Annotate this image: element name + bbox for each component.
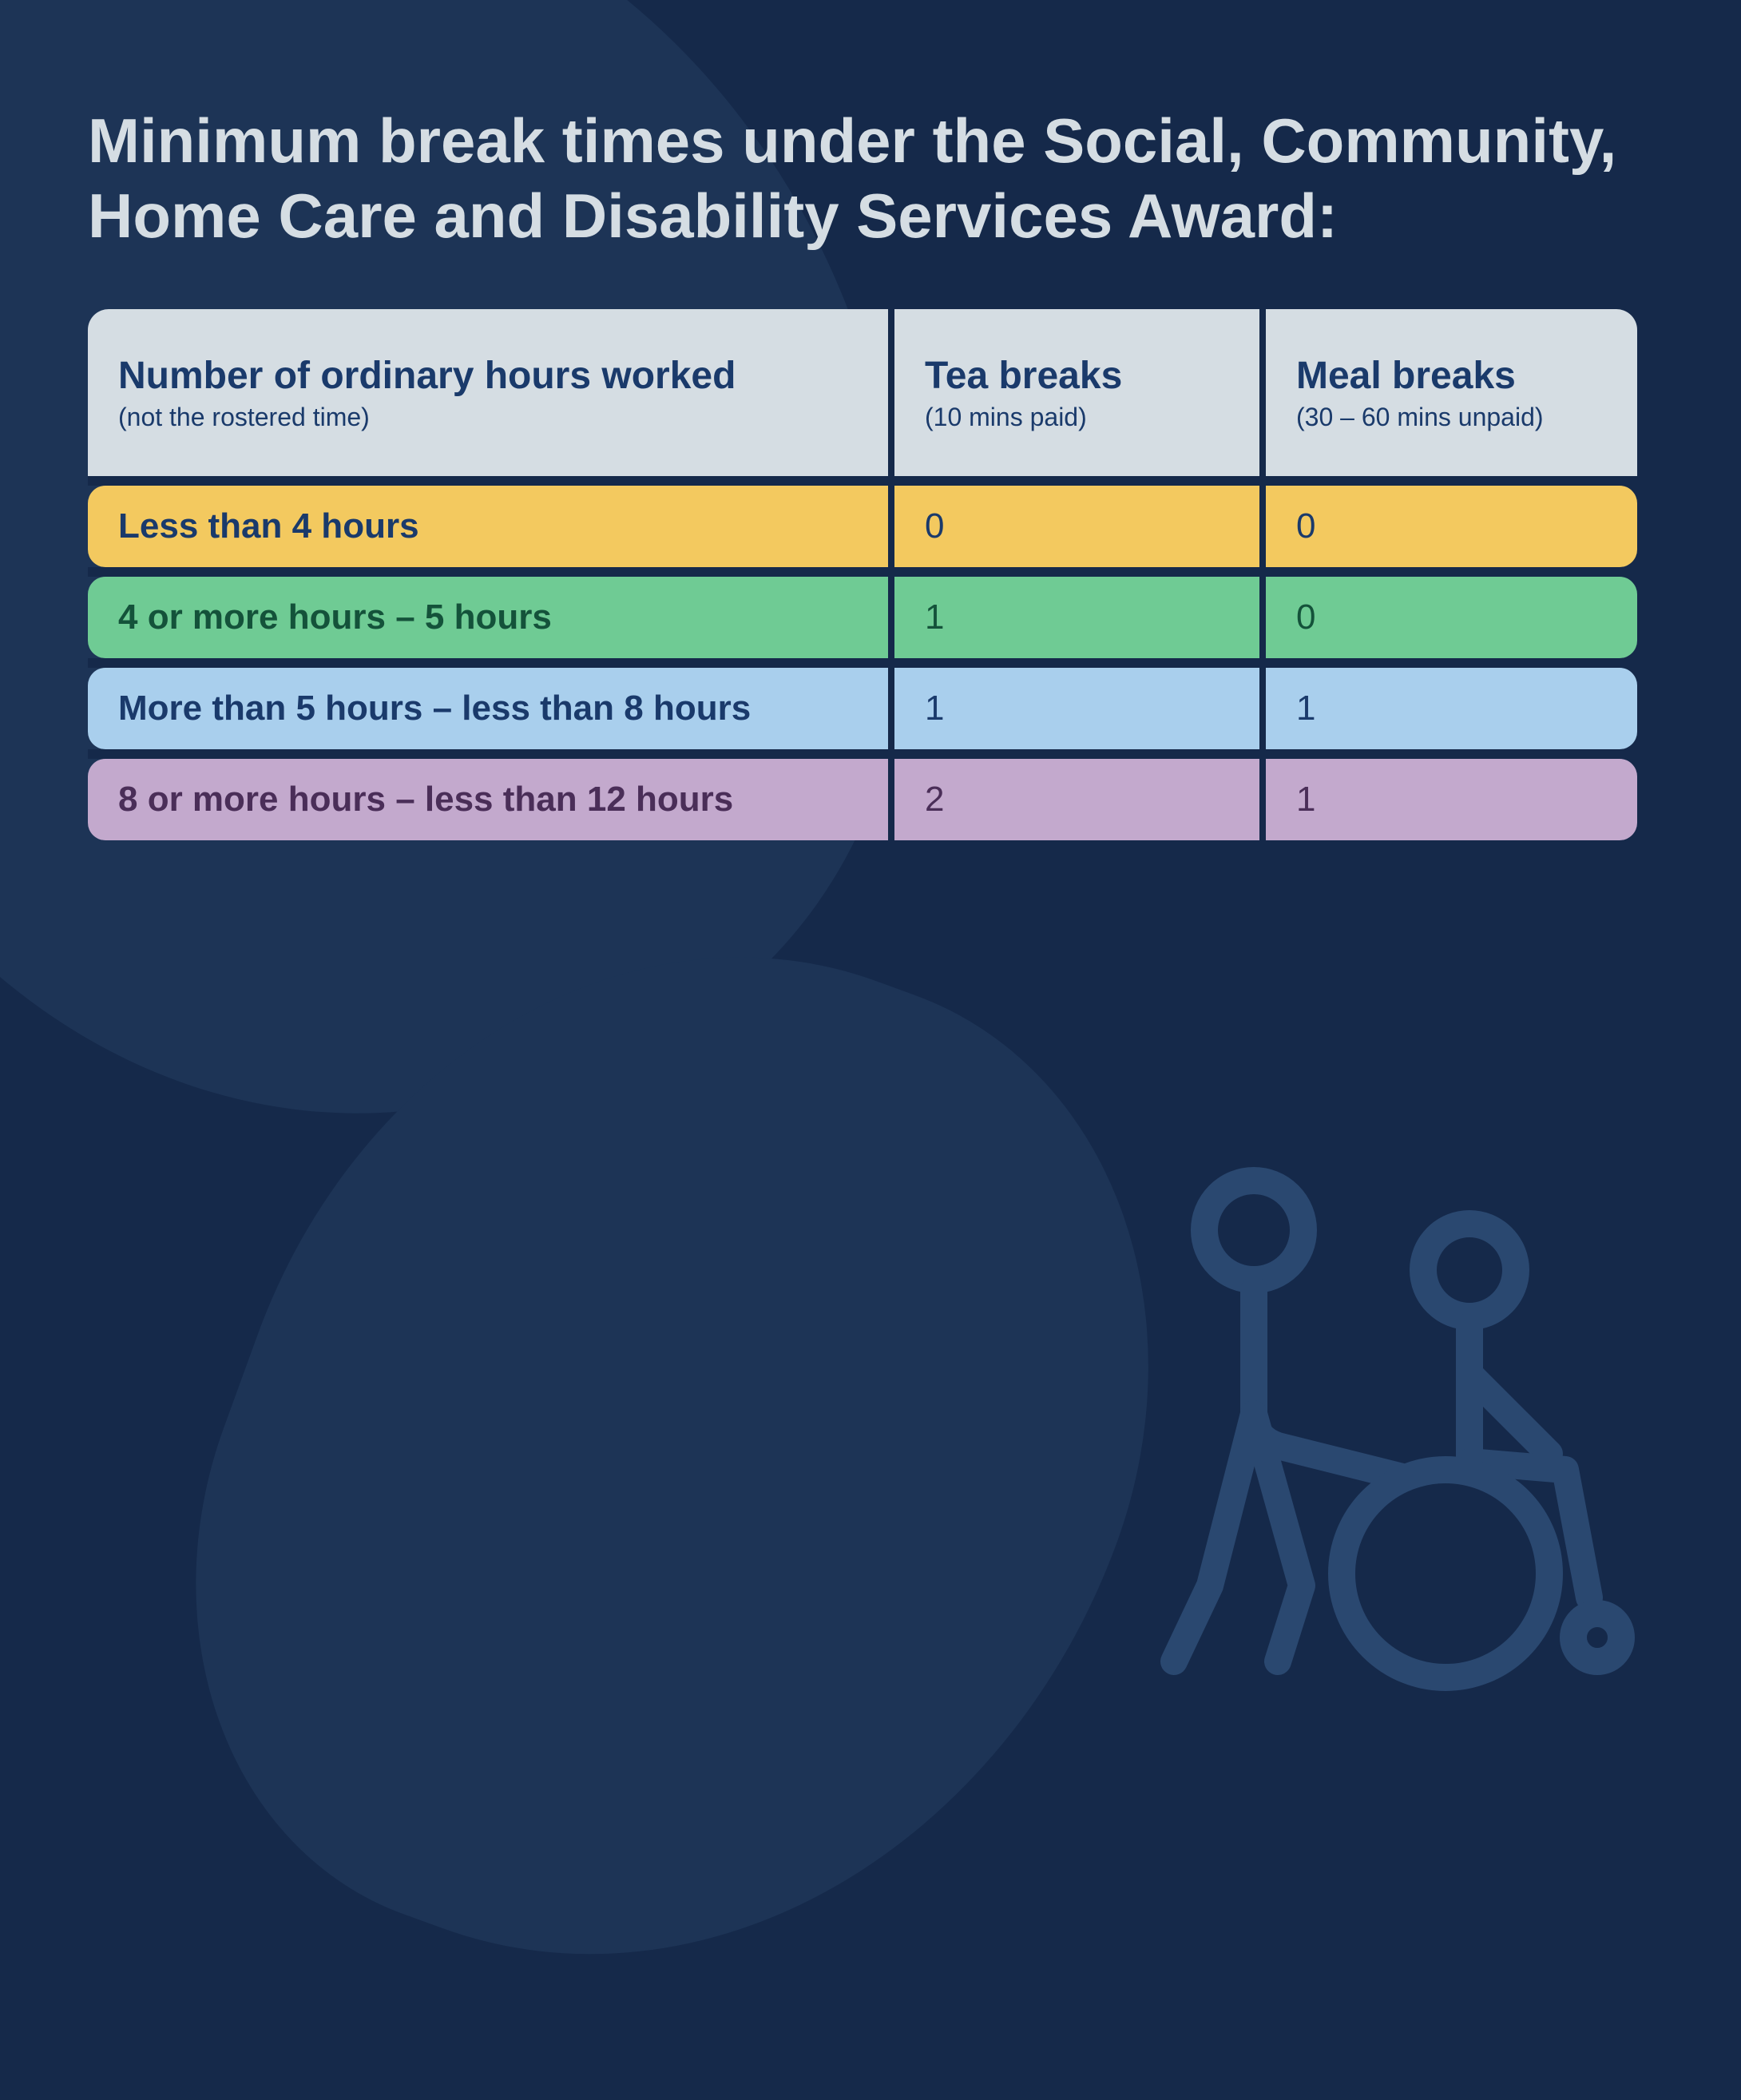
header-label: Meal breaks (1296, 353, 1607, 399)
table-row: Less than 4 hours00 (88, 486, 1637, 567)
cell-hours: Less than 4 hours (88, 486, 894, 567)
table-row: More than 5 hours – less than 8 hours11 (88, 668, 1637, 749)
table-header-row: Number of ordinary hours worked (not the… (88, 309, 1637, 476)
header-cell-hours: Number of ordinary hours worked (not the… (88, 309, 894, 476)
cell-meal: 1 (1266, 759, 1637, 840)
table-row: 8 or more hours – less than 12 hours21 (88, 759, 1637, 840)
header-cell-meal: Meal breaks (30 – 60 mins unpaid) (1266, 309, 1637, 476)
header-label: Number of ordinary hours worked (118, 353, 858, 399)
cell-hours: More than 5 hours – less than 8 hours (88, 668, 894, 749)
page-title: Minimum break times under the Social, Co… (88, 104, 1653, 253)
header-label: Tea breaks (925, 353, 1229, 399)
cell-tea: 0 (894, 486, 1266, 567)
header-sublabel: (not the rostered time) (118, 403, 858, 432)
header-cell-tea: Tea breaks (10 mins paid) (894, 309, 1266, 476)
table-row: 4 or more hours – 5 hours10 (88, 577, 1637, 658)
cell-hours: 4 or more hours – 5 hours (88, 577, 894, 658)
cell-hours: 8 or more hours – less than 12 hours (88, 759, 894, 840)
cell-meal: 0 (1266, 577, 1637, 658)
content-container: Minimum break times under the Social, Co… (0, 0, 1741, 944)
header-sublabel: (10 mins paid) (925, 403, 1229, 432)
breaks-table: Number of ordinary hours worked (not the… (88, 309, 1637, 840)
caregiver-wheelchair-icon (1070, 1150, 1645, 1693)
cell-meal: 0 (1266, 486, 1637, 567)
cell-meal: 1 (1266, 668, 1637, 749)
header-sublabel: (30 – 60 mins unpaid) (1296, 403, 1607, 432)
cell-tea: 1 (894, 577, 1266, 658)
cell-tea: 2 (894, 759, 1266, 840)
cell-tea: 1 (894, 668, 1266, 749)
